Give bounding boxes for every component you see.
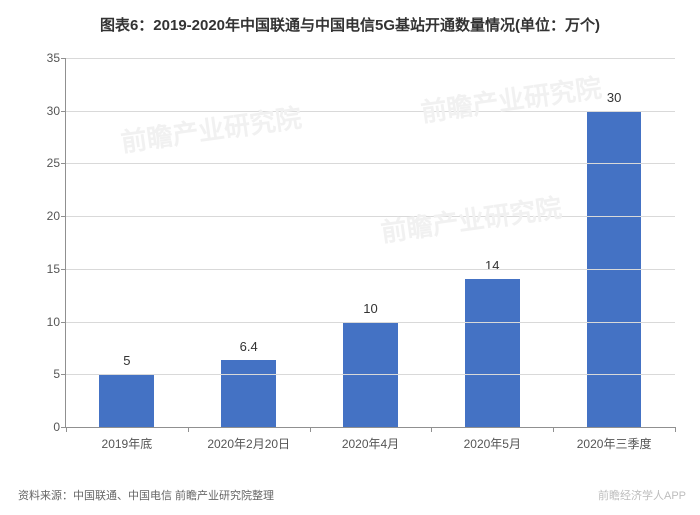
bar-value-label: 5	[123, 353, 130, 374]
y-tick-label: 0	[53, 420, 66, 434]
bar-value-label: 30	[607, 90, 621, 111]
x-tick-label: 2019年底	[102, 427, 153, 452]
bar: 6.4	[221, 360, 276, 427]
grid-line	[66, 322, 675, 323]
x-tick-label: 2020年5月	[464, 427, 521, 452]
y-tick-label: 25	[47, 156, 66, 170]
watermark-app: 前瞻经济学人APP	[598, 487, 686, 503]
x-tick-mark	[188, 427, 189, 432]
x-tick-label: 2020年4月	[342, 427, 399, 452]
bar-value-label: 6.4	[240, 339, 258, 360]
grid-line	[66, 269, 675, 270]
chart-title: 图表6：2019-2020年中国联通与中国电信5G基站开通数量情况(单位：万个)	[0, 0, 700, 43]
x-tick-mark	[553, 427, 554, 432]
y-tick-label: 5	[53, 367, 66, 381]
x-tick-mark	[431, 427, 432, 432]
plot-area: 56.4101430 051015202530352019年底2020年2月20…	[65, 58, 675, 428]
bars-layer: 5 6.4 10 14 30	[66, 58, 675, 427]
grid-line	[66, 163, 675, 164]
source-text: 资料来源：中国联通、中国电信 前瞻产业研究院整理	[18, 487, 274, 503]
bar: 5	[99, 374, 154, 427]
grid-line	[66, 111, 675, 112]
y-tick-label: 35	[47, 51, 66, 65]
y-tick-label: 10	[47, 315, 66, 329]
x-tick-label: 2020年2月20日	[207, 427, 290, 452]
grid-line	[66, 58, 675, 59]
grid-line	[66, 216, 675, 217]
x-tick-mark	[675, 427, 676, 432]
y-tick-label: 15	[47, 262, 66, 276]
bar: 14	[465, 279, 520, 427]
x-tick-label: 2020年三季度	[577, 427, 652, 452]
grid-line	[66, 374, 675, 375]
x-tick-mark	[310, 427, 311, 432]
x-tick-mark	[66, 427, 67, 432]
bar-value-label: 10	[363, 301, 377, 322]
y-tick-label: 20	[47, 209, 66, 223]
y-tick-label: 30	[47, 104, 66, 118]
chart-container: 5 6.4 10 14 30 0 5 10 15 20 25 30 35 2019年底 2020年2月20…	[33, 48, 683, 458]
